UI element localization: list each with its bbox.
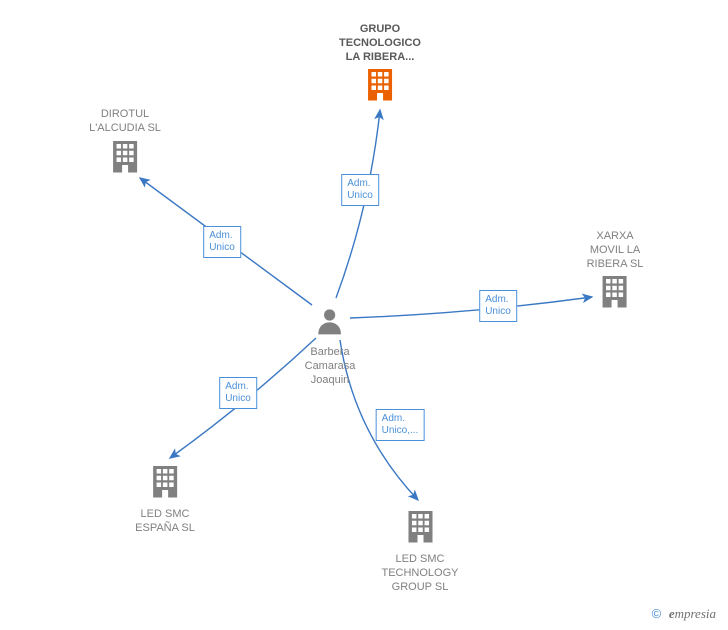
node-label: GRUPO TECNOLOGICO LA RIBERA... (339, 23, 421, 64)
edge-label-ledtech: Adm. Unico,... (376, 409, 425, 441)
building-icon (587, 273, 644, 314)
node-xarxa[interactable]: XARXA MOVIL LA RIBERA SL (587, 230, 644, 314)
building-icon (381, 508, 458, 549)
node-label: Barbera Camarasa Joaquin (305, 346, 356, 387)
edge-label-grupo: Adm. Unico (341, 174, 379, 206)
node-ledtech[interactable]: LED SMC TECHNOLOGY GROUP SL (381, 508, 458, 594)
edge-label-xarxa: Adm. Unico (479, 290, 517, 322)
building-icon (135, 463, 195, 504)
node-barbera[interactable]: Barbera Camarasa Joaquin (305, 305, 356, 387)
edge-label-ledespana: Adm. Unico (219, 377, 257, 409)
person-icon (305, 305, 356, 342)
node-dirotul[interactable]: DIROTUL L'ALCUDIA SL (89, 108, 161, 179)
node-grupo[interactable]: GRUPO TECNOLOGICO LA RIBERA... (339, 23, 421, 107)
edge-label-dirotul: Adm. Unico (203, 226, 241, 258)
node-label: XARXA MOVIL LA RIBERA SL (587, 230, 644, 271)
building-icon (89, 138, 161, 179)
node-label: DIROTUL L'ALCUDIA SL (89, 108, 161, 136)
diagram-canvas: Barbera Camarasa Joaquin DIROTUL L'ALCUDI… (0, 0, 728, 630)
edge-xarxa (350, 297, 592, 318)
brand-name: empresia (669, 606, 716, 621)
copyright-symbol: © (652, 606, 662, 621)
node-label: LED SMC ESPAÑA SL (135, 508, 195, 536)
node-label: LED SMC TECHNOLOGY GROUP SL (381, 553, 458, 594)
footer: © empresia (652, 606, 716, 622)
building-icon (339, 66, 421, 107)
node-ledespana[interactable]: LED SMC ESPAÑA SL (135, 463, 195, 536)
